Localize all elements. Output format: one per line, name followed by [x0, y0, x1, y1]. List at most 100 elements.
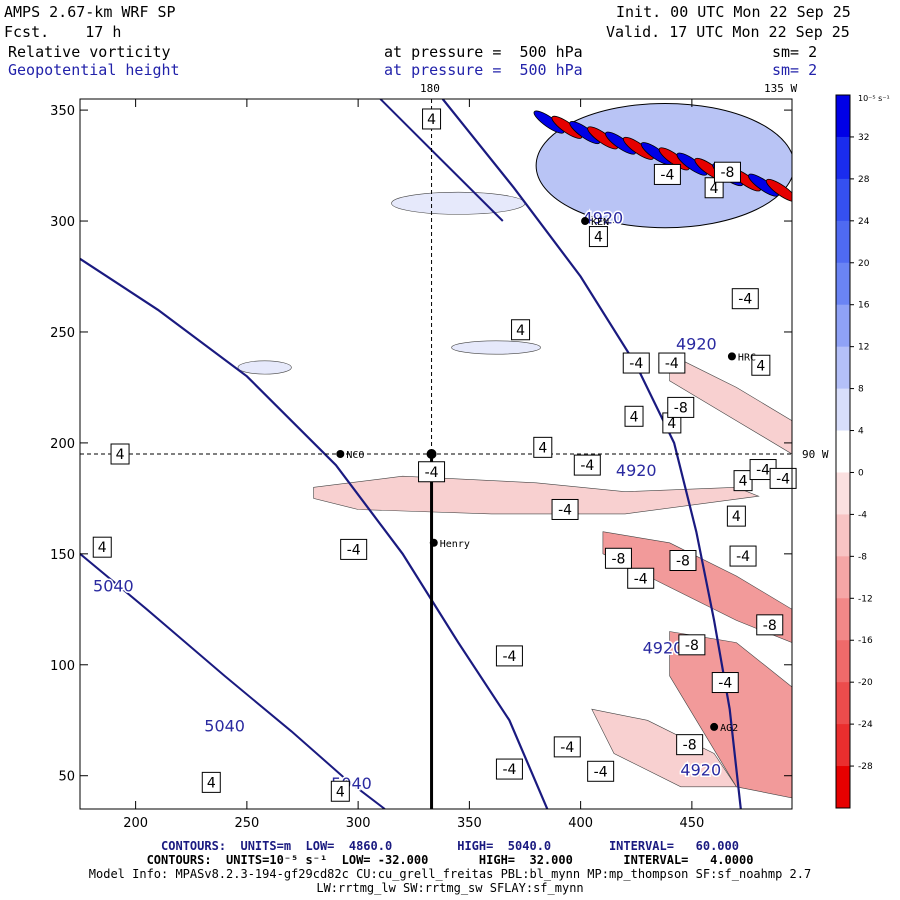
vorticity-label-box [340, 538, 368, 560]
negative-vorticity-area [313, 475, 760, 515]
station-marker [581, 217, 590, 226]
vorticity-label-box [731, 288, 759, 310]
y-axis-tick-label: 350 [50, 104, 75, 119]
field-1-pressure: at pressure = 500 hPa [384, 43, 583, 61]
positive-vorticity-area [391, 191, 526, 215]
negative-vorticity-area [669, 353, 792, 455]
colorbar-tick-label: 24 [858, 217, 870, 227]
colorbar-tick-label: -20 [858, 678, 873, 688]
vorticity-label-box [756, 614, 784, 636]
vorticity-label-box [533, 436, 553, 458]
vorticity-contour-label: 4 [427, 112, 436, 128]
colorbar-segment [836, 766, 850, 809]
vorticity-label-box [653, 163, 681, 185]
vorticity-contour-label: -4 [718, 676, 732, 692]
height-contour-label: 4920 [643, 639, 684, 658]
colorbar-segment [836, 220, 850, 264]
colorbar-segment [836, 388, 850, 432]
colorbar-unit-label: 10⁻⁵ s⁻¹ [858, 94, 890, 103]
colorbar-tick-label: -4 [858, 510, 867, 520]
vorticity-contour-label: -4 [347, 542, 361, 558]
vorticity-contour-label: -4 [502, 762, 516, 778]
colorbar-tick-label: -24 [858, 720, 873, 730]
vorticity-contour-label: -8 [763, 618, 777, 634]
vorticity-label-box [588, 226, 608, 248]
colorbar-tick-label: -8 [858, 552, 867, 562]
vorticity-label-box [604, 547, 632, 569]
height-contour-line [80, 553, 386, 809]
vorticity-contour-label: -4 [756, 463, 770, 479]
vorticity-contour-label: 4 [739, 474, 748, 490]
vorticity-contour-label: 4 [116, 447, 125, 463]
vorticity-label-box [511, 319, 531, 341]
station-label: NCO [346, 450, 364, 461]
storm-vorticity-band [765, 178, 792, 202]
vorticity-label-box [587, 760, 615, 782]
colorbar-segment [836, 514, 850, 557]
vorticity-contour-label: -4 [594, 764, 608, 780]
vorticity-label-box [678, 634, 706, 656]
model-title: AMPS 2.67-km WRF SP [4, 3, 176, 21]
longitude-label-180: 180 [420, 82, 440, 95]
vorticity-contour-label: -4 [634, 571, 648, 587]
station-label: HRC [738, 352, 756, 363]
colorbar-segment [836, 682, 850, 725]
vorticity-contour-label: -4 [665, 356, 679, 372]
vorticity-label-box [573, 454, 601, 476]
height-contour-label: 5040 [204, 716, 245, 735]
vorticity-contour-label: -8 [683, 738, 697, 754]
colorbar-tick-label: 0 [858, 468, 864, 478]
vorticity-contour-label: -8 [676, 554, 690, 570]
vorticity-label-box [627, 567, 655, 589]
colorbar-tick-label: -16 [858, 636, 873, 646]
colorbar-tick-label: 28 [858, 175, 870, 185]
field-1-smoothing: sm= 2 [772, 43, 818, 61]
y-axis-tick-label: 50 [58, 770, 75, 785]
negative-vorticity-area [591, 708, 737, 788]
crosshair-center-marker [426, 449, 437, 459]
longitude-label-135w: 135 W [764, 82, 798, 95]
vorticity-label-box [669, 550, 697, 571]
vorticity-label-box [330, 780, 350, 802]
colorbar-segment [836, 346, 850, 390]
station-label: Henry [440, 539, 470, 550]
height-contour-line [379, 99, 504, 222]
x-axis-tick-label: 300 [346, 816, 371, 831]
latitude-label-90w: 90 W [802, 448, 829, 461]
colorbar-segment [836, 430, 850, 473]
vorticity-contour-label: -4 [502, 649, 516, 665]
vorticity-label-box [110, 443, 130, 465]
vorticity-contour-label: -4 [560, 740, 574, 756]
colorbar-tick-label: -28 [858, 762, 873, 772]
vorticity-contour-label: 4 [732, 509, 741, 525]
positive-vorticity-area [237, 360, 292, 375]
x-axis-tick-label: 250 [234, 816, 259, 831]
vorticity-contour-label: 4 [594, 230, 603, 246]
y-axis-tick-label: 100 [50, 659, 75, 674]
y-axis-tick-label: 200 [50, 437, 75, 452]
vorticity-label-box [726, 505, 746, 527]
vorticity-contour-label: -8 [685, 638, 699, 654]
plot-frame [79, 98, 793, 810]
y-axis-tick-label: 150 [50, 548, 75, 563]
valid-time: Valid. 17 UTC Mon 22 Sep 25 [606, 23, 850, 41]
colorbar-tick-label: 20 [858, 259, 870, 269]
colorbar-segment [836, 136, 850, 180]
vorticity-contour-label: 4 [516, 323, 525, 339]
positive-vorticity-area [451, 340, 541, 355]
x-axis-tick-label: 450 [679, 816, 704, 831]
colorbar-segment [836, 304, 850, 348]
footer-model-info: Model Info: MPASv8.2.3-194-gf29cd82c CU:… [88, 867, 812, 881]
vorticity-label-box [92, 536, 112, 558]
footer-vorticity-contours: CONTOURS: UNITS=10⁻⁵ s⁻¹ LOW= -32.000 HI… [146, 853, 754, 867]
vorticity-contour-label: -8 [720, 165, 734, 181]
vorticity-label-box [658, 352, 686, 374]
colorbar-segment [836, 640, 850, 683]
station-marker [429, 538, 438, 547]
vorticity-contour-label: 4 [630, 409, 639, 425]
height-contour-label: 4920 [676, 335, 717, 354]
vorticity-contour-label: 4 [667, 416, 676, 432]
y-axis-tick-label: 300 [50, 215, 75, 230]
colorbar-tick-label: -12 [858, 594, 873, 604]
colorbar-tick-label: 12 [858, 343, 869, 353]
